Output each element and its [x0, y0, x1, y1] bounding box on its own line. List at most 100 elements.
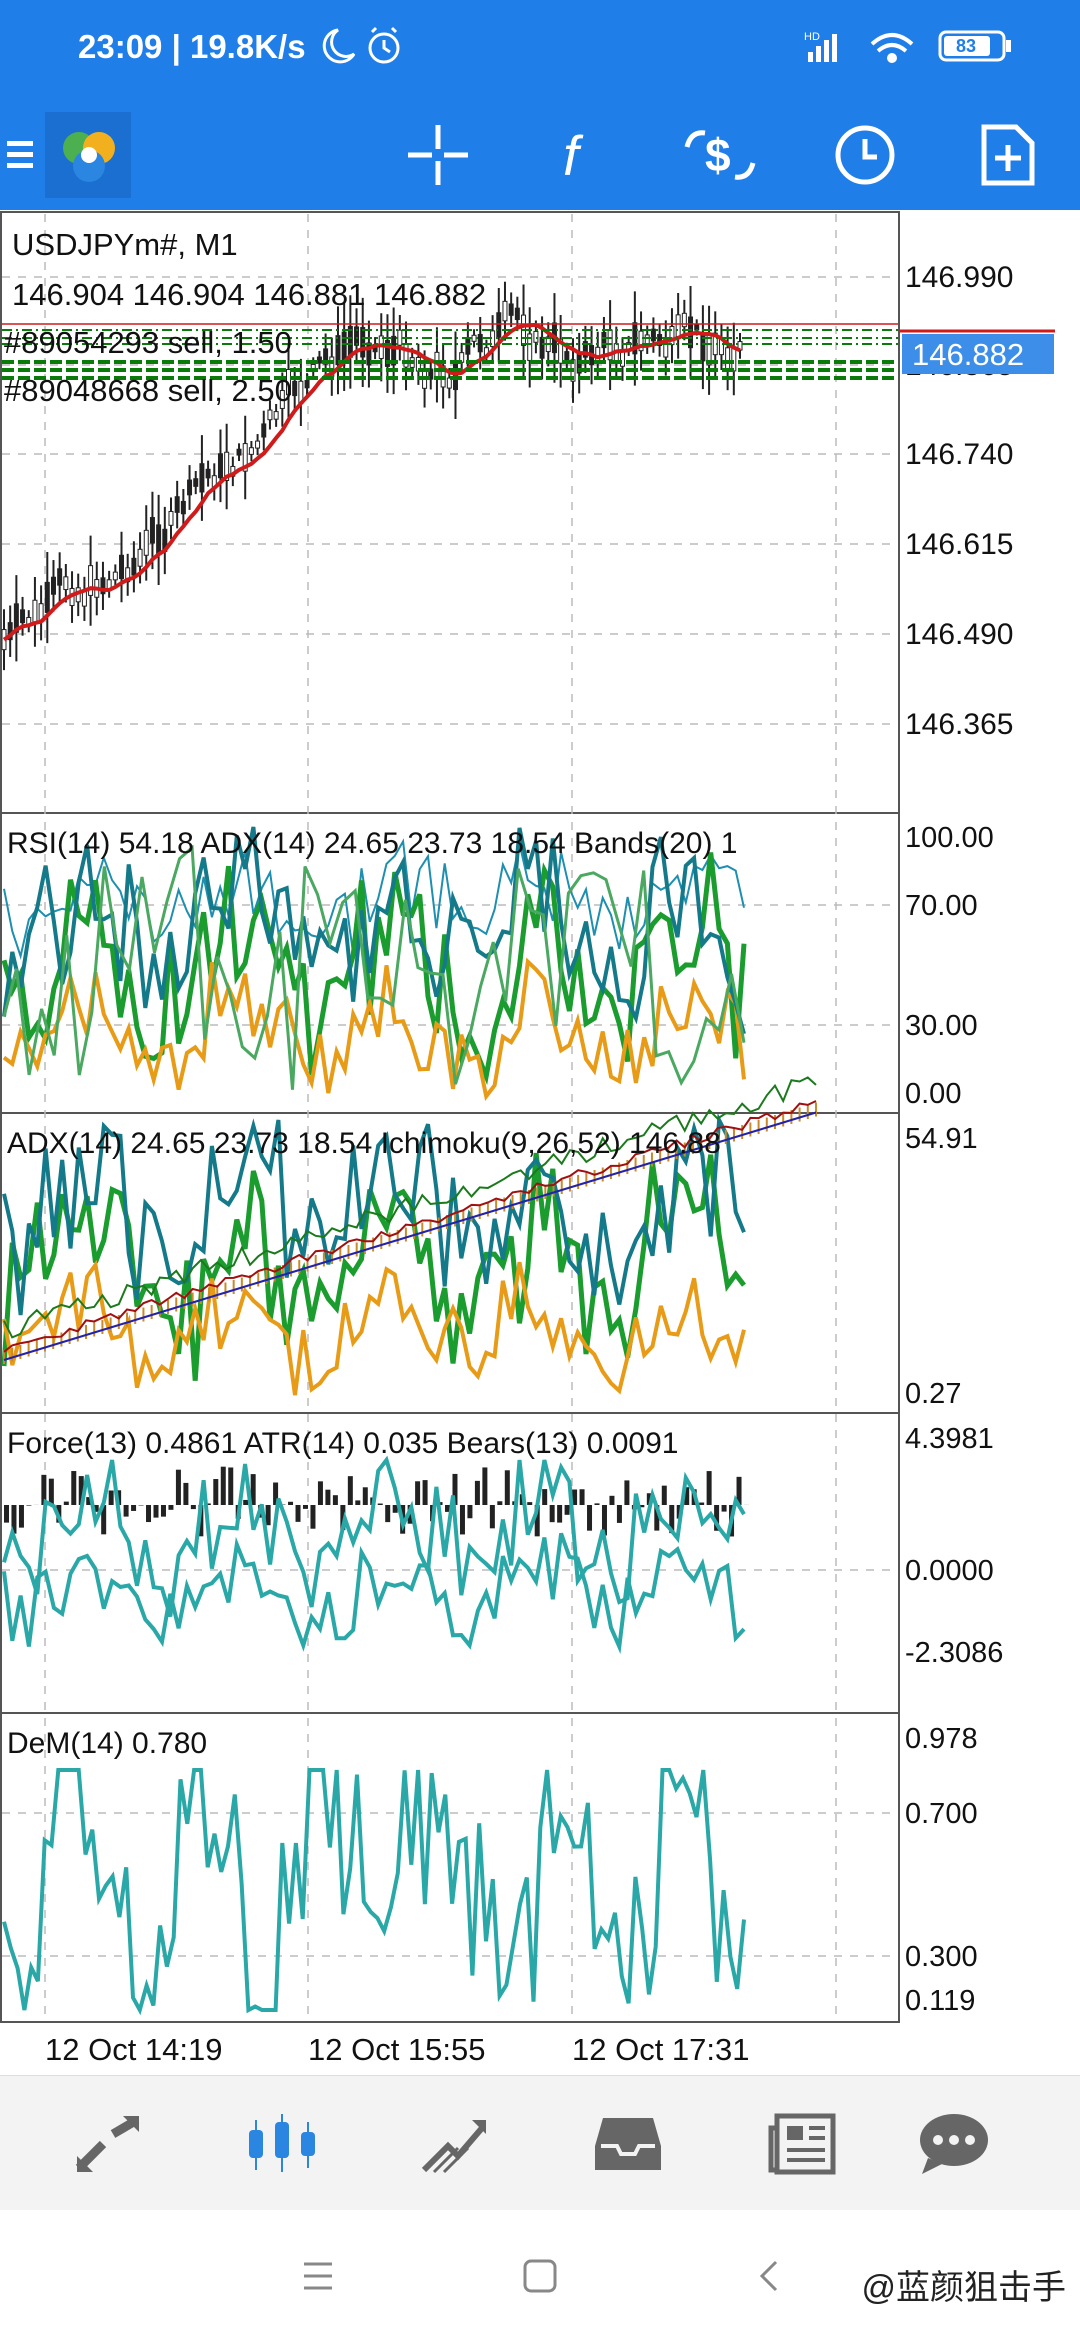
- force-bar: [542, 1489, 548, 1505]
- force-bar: [71, 1471, 77, 1505]
- force-bar: [160, 1505, 166, 1517]
- rsi-scale: 0.00: [905, 1078, 961, 1110]
- timeframe-button[interactable]: [825, 100, 905, 210]
- force-bar: [355, 1500, 361, 1505]
- moon-alarm-icons: [322, 26, 400, 64]
- candle-body: [267, 409, 273, 421]
- force-bar: [265, 1505, 271, 1526]
- candle-body: [477, 333, 483, 353]
- candle-body: [236, 448, 242, 456]
- function-icon: f: [563, 125, 584, 185]
- candle-body: [50, 576, 56, 595]
- nav-quotes[interactable]: [48, 2076, 168, 2211]
- nav-history[interactable]: [568, 2076, 688, 2211]
- candle-body: [100, 577, 106, 595]
- nav-messages[interactable]: [894, 2076, 1014, 2211]
- ichimoku-kijun: [3, 1100, 817, 1353]
- force-bar: [332, 1495, 338, 1505]
- force-bar: [4, 1505, 9, 1523]
- force-bar: [572, 1489, 578, 1505]
- indicators-button[interactable]: f: [540, 100, 620, 210]
- chart-icon: [249, 2113, 315, 2172]
- force-bar: [497, 1501, 503, 1505]
- candle-body: [619, 351, 625, 367]
- candle-body: [657, 334, 663, 346]
- watermark: @蓝颜狙击手: [861, 2269, 1066, 2307]
- panel-frames: [0, 211, 900, 2023]
- candle-body: [323, 348, 329, 365]
- bears-line: [2, 1532, 746, 1655]
- force-bar: [474, 1480, 480, 1505]
- force-atr-bears-panel: [2, 1455, 749, 1655]
- rsi-scale: 30.00: [905, 1010, 978, 1042]
- price-chart: [1, 281, 743, 671]
- candle-body: [131, 557, 137, 576]
- battery-level: 83: [956, 36, 976, 56]
- candle-body: [341, 331, 347, 362]
- metatrader-logo[interactable]: [44, 100, 132, 210]
- force-bar: [220, 1466, 226, 1505]
- home-icon[interactable]: [522, 2258, 558, 2294]
- force-bar: [489, 1505, 495, 1529]
- candle-body: [224, 451, 230, 481]
- force-bar: [587, 1505, 593, 1531]
- candle-body: [81, 591, 87, 607]
- force-bar: [601, 1505, 607, 1536]
- force-bar: [325, 1489, 331, 1505]
- candle-body: [149, 517, 155, 544]
- candle-body: [217, 453, 223, 479]
- candle-body: [286, 368, 292, 396]
- news-icon: [768, 2113, 836, 2174]
- force-bar: [183, 1482, 189, 1505]
- currency-icon: $: [684, 129, 756, 181]
- force-bar: [48, 1478, 54, 1505]
- force-bar: [594, 1503, 600, 1505]
- nav-chart[interactable]: [222, 2076, 342, 2211]
- candle-body: [316, 356, 322, 364]
- menu-button[interactable]: [0, 100, 40, 210]
- force-bar: [168, 1505, 174, 1510]
- demarker-line: [2, 1768, 746, 2016]
- candle-body: [335, 335, 341, 366]
- candle-body: [354, 326, 360, 346]
- time-tick: 12 Oct 15:55: [308, 2032, 486, 2067]
- adx-main-line: [2, 826, 746, 1035]
- chart-area[interactable]: USDJPYm#, M1 146.904 146.904 146.881 146…: [0, 210, 1080, 2075]
- price-tick: 146.615: [905, 528, 1013, 561]
- candle-body: [304, 379, 310, 389]
- candle-body: [360, 327, 366, 358]
- trade-currency-button[interactable]: $: [680, 100, 760, 210]
- price-tick: 146.740: [905, 438, 1013, 471]
- recent-apps-icon[interactable]: [300, 2258, 336, 2294]
- chart-canvas[interactable]: USDJPYm#, M1 146.904 146.904 146.881 146…: [0, 210, 1080, 2075]
- candle-body: [731, 346, 737, 372]
- candle-body: [119, 554, 125, 580]
- candle-body: [471, 334, 477, 342]
- candle-body: [508, 303, 514, 316]
- force-bar: [616, 1505, 622, 1523]
- order-label-1[interactable]: #89054293 sell, 1.50: [4, 325, 292, 360]
- candle-body: [650, 328, 656, 342]
- nav-trade[interactable]: [395, 2076, 515, 2211]
- adx-ichimoku-panel: [1, 1076, 817, 1396]
- force-bar: [482, 1467, 488, 1505]
- price-scale: 146.990 146.865 146.740 146.615 146.490 …: [905, 261, 1013, 741]
- candle-body: [725, 347, 731, 370]
- back-icon[interactable]: [756, 2258, 780, 2294]
- dem-scale: 0.300: [905, 1941, 978, 1973]
- force-bar: [205, 1503, 211, 1505]
- new-order-button[interactable]: [968, 100, 1048, 210]
- rsi-thin-line: [3, 838, 745, 960]
- crosshair-button[interactable]: [398, 100, 478, 210]
- nav-news[interactable]: [742, 2076, 862, 2211]
- force-bar: [347, 1476, 353, 1505]
- dem-scale: 0.119: [905, 1985, 975, 2017]
- candle-body: [199, 463, 205, 493]
- order-label-2[interactable]: #89048668 sell, 2.50: [4, 373, 292, 408]
- adx-plus-line: [1, 1152, 746, 1381]
- force-scale: 4.3981: [905, 1423, 994, 1455]
- force-bar: [392, 1505, 398, 1513]
- candle-body: [88, 565, 94, 596]
- candle-body: [242, 443, 248, 472]
- candle-body: [137, 548, 143, 567]
